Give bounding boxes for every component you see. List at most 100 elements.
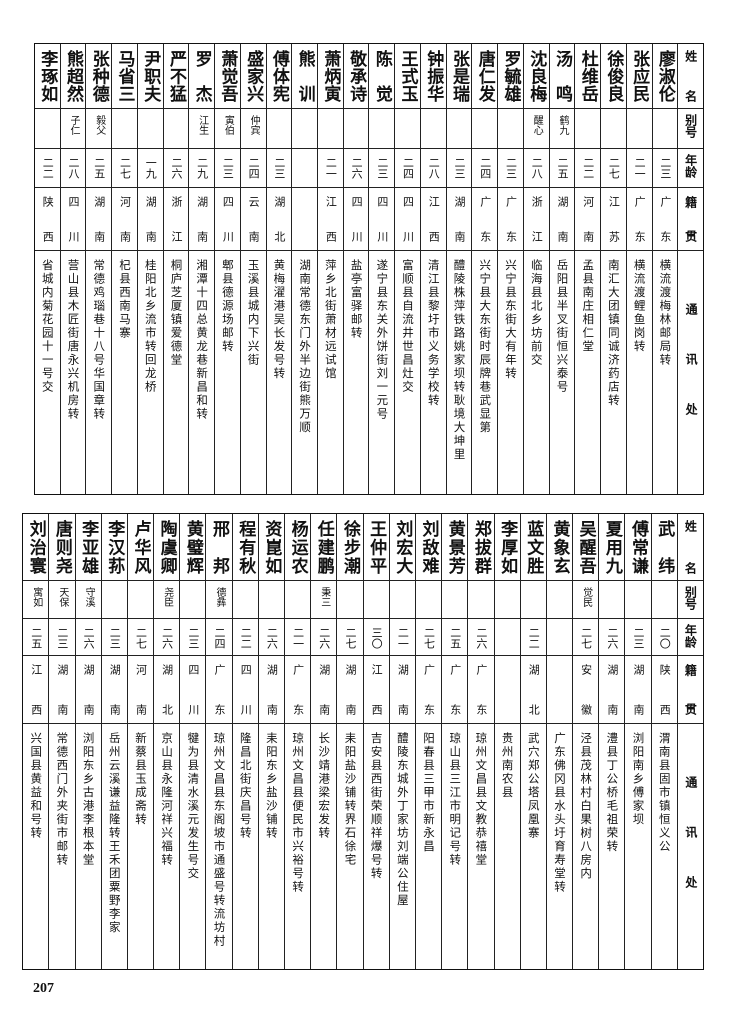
name-cell: 熊超然 bbox=[60, 44, 86, 109]
alias-cell: 江生 bbox=[189, 109, 215, 149]
name-cell: 李亚雄 bbox=[75, 514, 101, 581]
alias-cell: 寅伯 bbox=[215, 109, 240, 149]
name-text: 李厚如 bbox=[497, 520, 518, 574]
age-cell: 二四 bbox=[206, 619, 232, 656]
origin-text: 广东 bbox=[474, 664, 488, 715]
address-cell: 孟县南庄相仁堂 bbox=[575, 251, 600, 494]
address-cell: 常德西门外夹街市邮转 bbox=[49, 724, 74, 969]
age-cell: 二五 bbox=[442, 619, 468, 656]
table-row: 资崑如 二六 湖南 耒阳东乡盐沙铺转 bbox=[257, 514, 284, 969]
name-cell: 刘治寰 bbox=[23, 514, 49, 581]
alias-cell bbox=[494, 581, 520, 619]
age-cell: 二七 bbox=[127, 619, 154, 656]
origin-text: 湖南 bbox=[108, 664, 122, 715]
address-cell: 渭南县固市镇恒义公 bbox=[652, 724, 677, 969]
age-cell: 二三 bbox=[446, 149, 472, 188]
address-text: 琼山县三江市明记号转 bbox=[448, 732, 463, 867]
age-cell: 二七 bbox=[337, 619, 363, 656]
origin-text: 湖南 bbox=[632, 664, 646, 715]
address-cell: 南汇大团镇同诚济药店转 bbox=[601, 251, 626, 494]
address-text: 隆昌北街庆昌号转 bbox=[238, 732, 253, 840]
address-cell: 浏阳东乡古港李根本堂 bbox=[76, 724, 101, 969]
origin-text: 广东 bbox=[422, 664, 436, 715]
origin-text: 湖南 bbox=[396, 664, 410, 715]
name-text: 武纬 bbox=[654, 520, 675, 574]
address-cell: 新蔡县玉成斋转 bbox=[128, 724, 153, 969]
name-text: 夏用九 bbox=[601, 520, 622, 574]
name-text: 罗毓雄 bbox=[500, 50, 521, 102]
age-text: 二一 bbox=[324, 157, 338, 179]
origin-cell: 江苏 bbox=[601, 188, 626, 251]
name-cell: 李汉荪 bbox=[101, 514, 127, 581]
origin-cell: 湖南 bbox=[189, 188, 215, 251]
table-row: 程有秋 二二 四川 隆昌北街庆昌号转 bbox=[231, 514, 258, 969]
name-cell: 李厚如 bbox=[494, 514, 520, 581]
table-row: 张应民 二一 广东 横流渡鲤鱼岗转 bbox=[625, 44, 652, 494]
address-text: 盐亭富驿邮转 bbox=[349, 259, 364, 340]
alias-cell bbox=[442, 581, 468, 619]
origin-cell: 安徽 bbox=[573, 656, 599, 724]
origin-text: 四川 bbox=[186, 664, 200, 715]
address-text: 省城内菊花园十一号交 bbox=[40, 259, 55, 394]
name-text: 张应民 bbox=[629, 50, 650, 102]
address-text: 岳州云溪谦益隆转王禾团粟野李家 bbox=[107, 732, 122, 935]
age-text: 二六 bbox=[82, 627, 96, 649]
address-text: 玉溪县城内下兴街 bbox=[246, 259, 261, 367]
address-text: 横流渡鲤鱼岗转 bbox=[632, 259, 647, 354]
name-cell: 张应民 bbox=[626, 44, 652, 109]
address-text: 澧县丁公桥毛祖荣转 bbox=[605, 732, 620, 854]
alias-cell: 秉三 bbox=[311, 581, 337, 619]
age-text: 二三 bbox=[658, 157, 672, 179]
alias-cell: 尧臣 bbox=[154, 581, 180, 619]
alias-text: 别号 bbox=[683, 586, 698, 610]
name-text: 王仲平 bbox=[366, 520, 387, 574]
name-text: 李亚雄 bbox=[78, 520, 99, 574]
age-text: 二七 bbox=[118, 157, 132, 179]
table-row: 严不猛 二六 浙江 桐庐芝厦镇爱德堂 bbox=[162, 44, 189, 494]
alias-cell bbox=[180, 581, 206, 619]
name-text: 姓名 bbox=[683, 50, 698, 102]
alias-cell: 仲宾 bbox=[240, 109, 266, 149]
alias-cell bbox=[601, 109, 626, 149]
name-text: 刘敌难 bbox=[418, 520, 439, 574]
name-text: 程有秋 bbox=[235, 520, 256, 574]
alias-cell bbox=[363, 581, 389, 619]
table-row: 汤鸣 鹤九 二五 湖南 岳阳县半叉街恒兴泰号 bbox=[548, 44, 575, 494]
name-cell: 熊训 bbox=[292, 44, 317, 109]
origin-text: 广东 bbox=[658, 196, 672, 242]
name-cell: 唐则尧 bbox=[49, 514, 75, 581]
table-row: 罗毓雄 二三 广东 兴宁县东街大有年转 bbox=[497, 44, 523, 494]
table-row: 陈觉 二三 四川 遂宁县东关外饼街刘一元号 bbox=[368, 44, 395, 494]
alias-cell: 醒心 bbox=[523, 109, 549, 149]
age-text: 二二 bbox=[581, 157, 595, 179]
alias-cell bbox=[498, 109, 523, 149]
name-cell: 卢华风 bbox=[127, 514, 154, 581]
name-cell: 资崑如 bbox=[258, 514, 284, 581]
name-text: 萧觉吾 bbox=[217, 50, 238, 102]
address-text: 富顺县自流井世昌灶交 bbox=[401, 259, 416, 394]
address-text: 浏阳南乡傅家坝 bbox=[631, 732, 646, 827]
age-text: 二一 bbox=[291, 627, 305, 649]
origin-cell: 湖南 bbox=[625, 656, 651, 724]
table-row: 刘治寰 寓如 二五 江西 兴国县黄益和号转 bbox=[23, 514, 49, 969]
address-cell: 浏阳南乡傅家坝 bbox=[625, 724, 650, 969]
origin-text: 湖南 bbox=[265, 664, 279, 715]
address-cell: 岳州云溪谦益隆转王禾团粟野李家 bbox=[102, 724, 127, 969]
origin-text: 陕西 bbox=[658, 664, 672, 715]
address-cell: 郫县德源场邮转 bbox=[215, 251, 240, 494]
age-cell: 二一 bbox=[317, 149, 343, 188]
origin-text: 江西 bbox=[29, 664, 43, 715]
age-text: 二五 bbox=[555, 157, 569, 179]
address-cell: 营山县木匠街唐永兴机房转 bbox=[61, 251, 86, 494]
table-row: 萧觉吾 寅伯 二三 四川 郫县德源场邮转 bbox=[214, 44, 240, 494]
address-cell: 泾县茂林村白果树八房内 bbox=[573, 724, 598, 969]
name-text: 资崑如 bbox=[261, 520, 282, 574]
origin-text: 广东 bbox=[213, 664, 227, 715]
name-text: 陶虞卿 bbox=[156, 520, 177, 574]
alias-cell bbox=[625, 581, 651, 619]
alias-cell bbox=[337, 581, 363, 619]
name-text: 敬承诗 bbox=[346, 50, 367, 102]
address-text: 孟县南庄相仁堂 bbox=[581, 259, 596, 354]
name-cell: 王仲平 bbox=[363, 514, 389, 581]
name-cell: 程有秋 bbox=[232, 514, 258, 581]
